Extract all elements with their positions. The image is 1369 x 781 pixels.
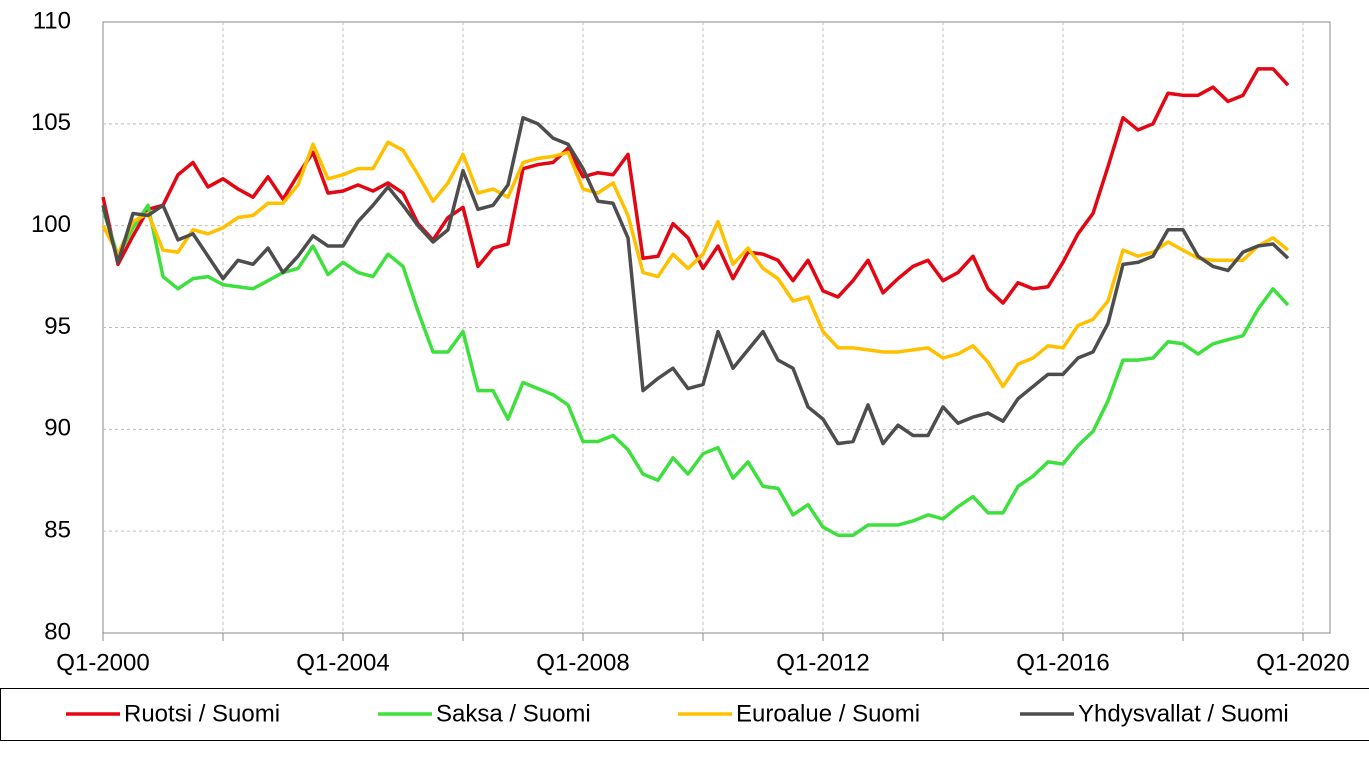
x-tick-label: Q1-2004: [296, 649, 389, 676]
y-tick-label: 110: [33, 7, 71, 34]
series-line: [101, 115, 1290, 446]
legend-label: Euroalue / Suomi: [736, 700, 920, 727]
legend-box: [0, 688, 1369, 741]
legend-item: Saksa / Suomi: [378, 700, 591, 727]
x-tick-label: Q1-2008: [536, 649, 629, 676]
y-tick-label: 100: [31, 211, 71, 238]
series-line: [101, 67, 1290, 305]
y-tick-label: 95: [44, 313, 71, 340]
x-tick-label: Q1-2012: [776, 649, 869, 676]
legend-item: Euroalue / Suomi: [678, 700, 920, 727]
x-tick-label: Q1-2020: [1256, 649, 1349, 676]
legend-item: Yhdysvallat / Suomi: [1020, 700, 1289, 727]
x-tick-label: Q1-2000: [56, 649, 149, 676]
y-tick-label: 105: [31, 109, 71, 136]
y-tick-label: 90: [44, 415, 71, 442]
y-tick-label: 80: [44, 618, 71, 645]
series-line: [101, 203, 1290, 537]
legend-label: Yhdysvallat / Suomi: [1078, 700, 1289, 727]
y-tick-label: 85: [44, 517, 71, 544]
series-line: [101, 140, 1290, 389]
legend-item: Ruotsi / Suomi: [66, 700, 280, 727]
legend-label: Saksa / Suomi: [436, 700, 591, 727]
x-tick-label: Q1-2016: [1016, 649, 1109, 676]
legend-label: Ruotsi / Suomi: [124, 700, 280, 727]
